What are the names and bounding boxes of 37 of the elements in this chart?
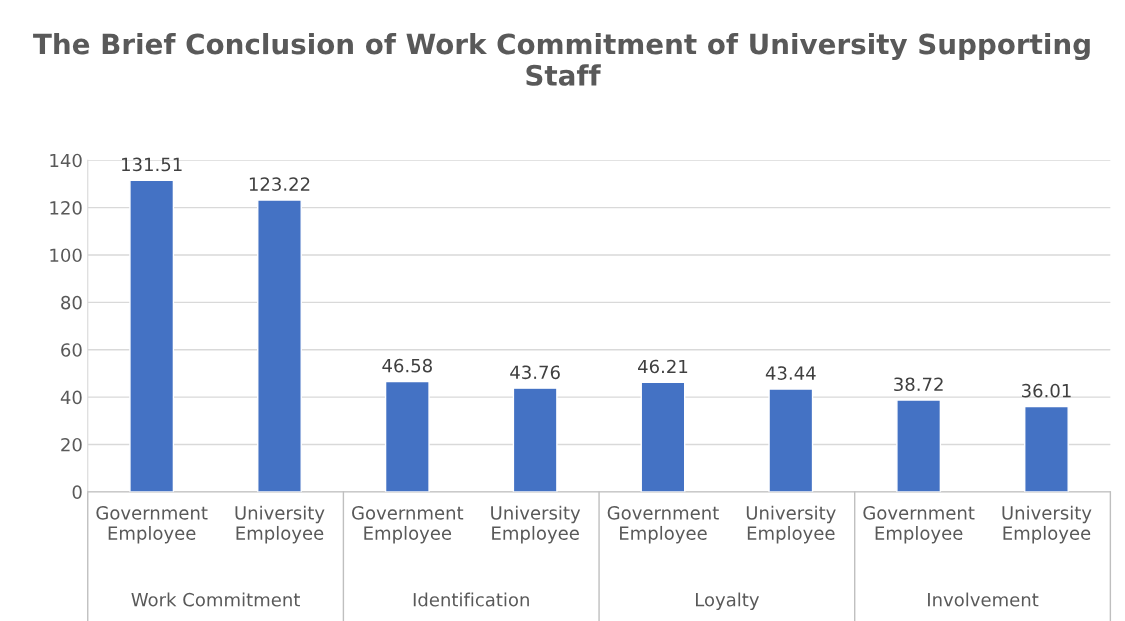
data-label: 43.76 <box>510 365 560 380</box>
text: Involvement <box>928 592 1039 607</box>
data-label: 123.22 <box>249 177 310 191</box>
data-label: 46.21 <box>638 359 688 374</box>
x-tick-label: Government Employee <box>96 506 208 544</box>
bar <box>768 388 814 492</box>
data-label: 46.58 <box>382 358 432 373</box>
bar <box>640 381 686 492</box>
bar <box>129 179 175 492</box>
y-tick-label: 20 <box>61 437 82 452</box>
y-tick-label: 140 <box>50 153 82 168</box>
bar <box>512 387 558 492</box>
bar <box>384 380 430 492</box>
y-tick-label: 100 <box>50 248 82 263</box>
bar <box>896 399 942 492</box>
text: Identification <box>413 592 529 607</box>
x-tick-label: University Employee <box>746 505 836 544</box>
x-tick-label: Government Employee <box>607 506 719 544</box>
x-tick-label: Government Employee <box>863 506 975 544</box>
bar <box>257 199 302 492</box>
data-label: 43.44 <box>765 366 816 380</box>
data-label: 131.51 <box>122 157 182 172</box>
y-tick-label: 40 <box>60 390 82 405</box>
x-tick-label: University Employee <box>491 505 581 544</box>
text: Loyalty <box>696 592 760 610</box>
bar <box>1024 405 1069 492</box>
y-tick-label: 60 <box>61 343 82 357</box>
chart-title: The Brief Conclusion of Work Commitment of University Supporting Staff <box>33 33 1090 86</box>
data-label: 38.72 <box>894 377 943 392</box>
data-label: 36.01 <box>1021 383 1071 398</box>
text: Work Commitment <box>131 592 300 607</box>
x-tick-label: Government Employee <box>352 506 464 544</box>
x-tick-label: University Employee <box>1002 505 1092 544</box>
y-tick-label: 0 <box>72 485 82 499</box>
x-tick-label: University Employee <box>235 505 325 544</box>
y-tick-label: 80 <box>61 295 82 310</box>
y-tick-label: 120 <box>50 201 82 215</box>
